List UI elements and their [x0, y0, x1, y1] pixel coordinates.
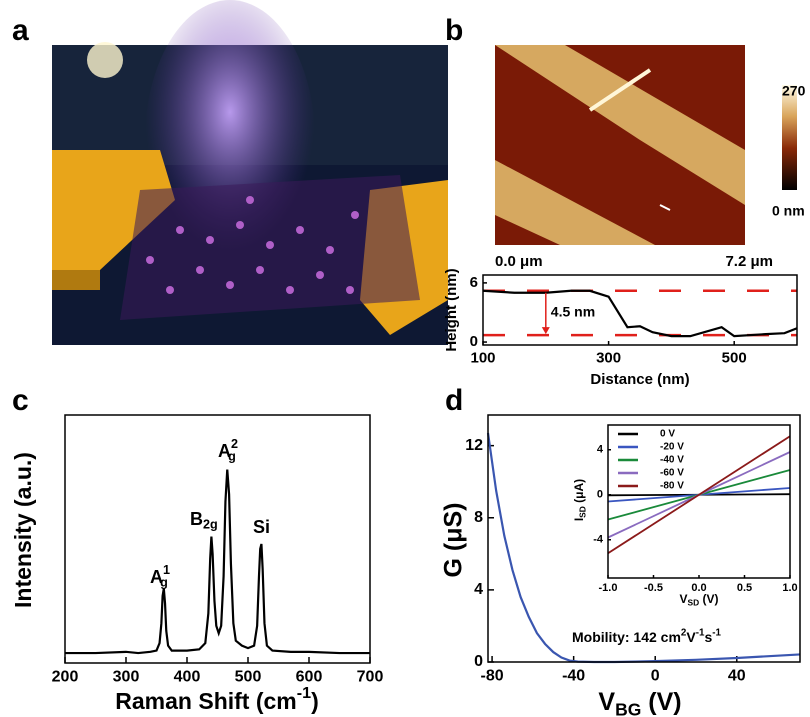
text-part: Mobility: 142 cm — [572, 629, 681, 645]
x-tick-label: 100 — [470, 349, 495, 366]
panel-label: b — [445, 14, 463, 47]
text-part: (μA) — [572, 479, 586, 506]
x-axis-label: VBG (V) — [598, 688, 681, 717]
x-tick-label: 1.0 — [782, 582, 797, 594]
x-axis-label: Raman Shift (cm-1) — [115, 684, 318, 714]
panel-label: a — [12, 14, 29, 47]
text-part: B — [190, 509, 203, 529]
x-tick-label: 40 — [728, 668, 746, 685]
text-part: (V) — [641, 688, 681, 716]
y-axis-label: ISD (μA) — [572, 479, 588, 521]
scale-label: 0.0 μm — [495, 253, 543, 270]
x-tick-label: -80 — [481, 668, 504, 685]
text-part: -1 — [297, 684, 311, 702]
annotation: Mobility: 142 cm2V-1s-1 — [572, 627, 721, 645]
x-tick-label: -1.0 — [599, 582, 618, 594]
arrow-head — [542, 327, 550, 334]
y-tick-label: -4 — [593, 534, 604, 546]
text-part: V — [598, 688, 615, 716]
legend-label: 0 V — [660, 429, 675, 440]
x-tick-label: 500 — [722, 349, 747, 366]
y-tick-label: 12 — [465, 437, 483, 454]
x-tick-label: 0 — [651, 668, 660, 685]
x-tick-label: 700 — [357, 669, 384, 686]
text-part: s — [704, 629, 712, 645]
panel-label: d — [445, 384, 463, 417]
y-tick-label: 4 — [474, 581, 483, 598]
y-axis-label: Height (nm) — [443, 268, 460, 351]
y-axis-label: G (μS) — [440, 502, 468, 577]
text-part: g — [160, 576, 168, 590]
text-part: V — [680, 592, 688, 606]
legend-label: -20 V — [660, 442, 684, 453]
x-tick-label: 200 — [52, 669, 79, 686]
y-tick-label: 4 — [597, 444, 604, 456]
y-tick-label: 0 — [470, 333, 478, 350]
peak-label: Si — [253, 517, 270, 537]
annotation: 4.5 nm — [551, 304, 595, 320]
y-tick-label: 6 — [470, 274, 478, 291]
panel-label: c — [12, 384, 29, 417]
y-tick-label: 0 — [474, 653, 483, 670]
data-line — [65, 470, 370, 654]
y-axis-label: Intensity (a.u.) — [10, 452, 36, 608]
text-part: BG — [615, 699, 641, 717]
text-part: g — [228, 450, 236, 464]
x-tick-label: 300 — [596, 349, 621, 366]
legend-label: -80 V — [660, 481, 684, 492]
figure: a b c d 270 nm 0 nm 0.0 μm 7.2 μm 100 300 500 0 6 Dis… — [0, 0, 810, 717]
colorbar-label: 0 nm — [772, 203, 805, 219]
illustration — [52, 0, 448, 345]
x-axis-label: Distance (nm) — [590, 371, 689, 388]
colorbar-label: 270 nm — [782, 83, 810, 99]
text-part: Raman Shift (cm — [115, 688, 296, 714]
text-part: SD — [688, 598, 700, 608]
afm-image — [495, 45, 797, 245]
x-tick-label: -0.5 — [644, 582, 663, 594]
text-part: 2g — [203, 518, 218, 532]
scale-label: 7.2 μm — [725, 253, 773, 270]
data-line — [483, 291, 797, 336]
legend-label: -60 V — [660, 468, 684, 479]
text-part: -1 — [712, 627, 721, 638]
x-tick-label: 500 — [235, 669, 262, 686]
x-tick-label: 400 — [174, 669, 201, 686]
x-tick-label: 0.5 — [737, 582, 752, 594]
x-tick-label: -40 — [562, 668, 585, 685]
text-part: (V) — [699, 592, 718, 606]
y-tick-label: 0 — [597, 489, 603, 501]
text-part: Si — [253, 517, 270, 537]
x-axis-label: VSD (V) — [680, 592, 719, 608]
x-tick-label: 300 — [113, 669, 140, 686]
peak-label: B2g — [190, 509, 218, 532]
text-part: SD — [578, 506, 588, 518]
legend-label: -40 V — [660, 455, 684, 466]
y-tick-label: 8 — [474, 509, 483, 526]
text-part: ) — [311, 688, 319, 714]
